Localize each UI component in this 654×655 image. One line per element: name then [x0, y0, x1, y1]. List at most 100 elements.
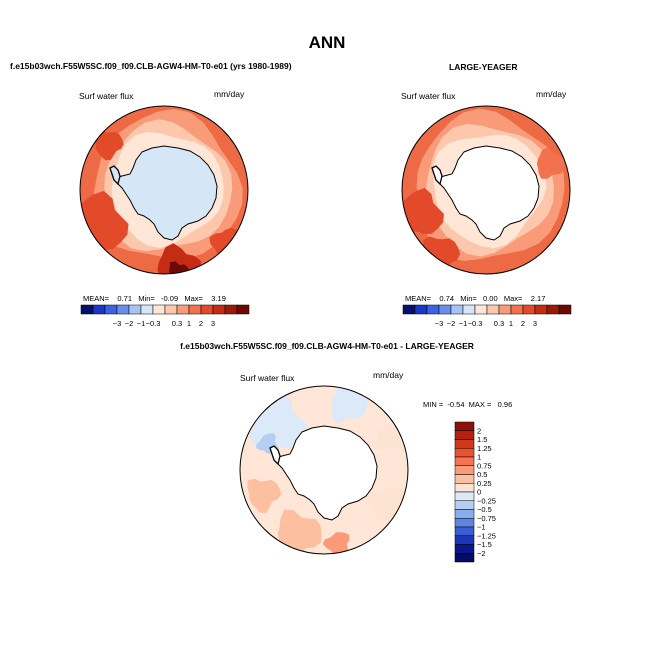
colorbar-tick-label: −0.25	[477, 496, 496, 505]
contour-patch	[423, 236, 461, 274]
colorbar-swatch	[454, 535, 475, 545]
panel2-stats: MEAN= 0.74 Min= 0.00 Max= 2.17	[405, 294, 546, 303]
colorbar-swatch	[522, 304, 536, 315]
colorbar-swatch	[454, 526, 475, 536]
colorbar-tick-label: −2	[477, 549, 486, 558]
contour-patch	[331, 386, 369, 424]
contour-patch	[374, 424, 402, 450]
colorbar-tick-label: 0.75	[477, 461, 492, 470]
panel3-title: f.e15b03wch.F55W5SC.f09_f09.CLB-AGW4-HM-…	[180, 341, 474, 351]
colorbar-swatch	[212, 304, 226, 315]
colorbar-tick-label: 2	[477, 426, 481, 435]
panel3-units: mm/day	[373, 370, 404, 380]
panel2-colorbar: −3 −2 −1 −0.3 0.3 1 2 3	[402, 304, 572, 328]
colorbar-swatch	[454, 430, 475, 440]
colorbar-tick-label: −3	[435, 319, 444, 328]
panel2-min: 0.00	[483, 294, 498, 303]
colorbar-tick-label: −3	[113, 319, 122, 328]
panel2-variable: Surf water flux	[401, 91, 456, 101]
colorbar-swatch	[454, 553, 475, 563]
colorbar-tick-label: 0.25	[477, 479, 492, 488]
colorbar-tick-label: 0.5	[477, 470, 487, 479]
colorbar-tick-label: −1	[459, 319, 468, 328]
colorbar-swatch	[116, 304, 130, 315]
colorbar-swatch	[486, 304, 500, 315]
panel1-mean: 0.71	[117, 294, 133, 303]
colorbar-tick-label: −0.3	[468, 319, 483, 328]
peninsula-land	[109, 165, 121, 186]
colorbar-swatch	[164, 304, 178, 315]
panel3-stats: MIN = -0.54 MAX = 0.96	[423, 400, 513, 409]
colorbar-tick-label: −0.75	[477, 514, 496, 523]
contour-patch	[536, 147, 565, 179]
colorbar-tick-label: −1	[137, 319, 146, 328]
colorbar-swatch	[454, 483, 475, 493]
colorbar-tick-label: 3	[533, 319, 537, 328]
map-border	[79, 105, 249, 275]
colorbar-swatch	[236, 304, 250, 315]
colorbar-tick-label: 3	[211, 319, 215, 328]
panel1-title: f.e15b03wch.F55W5SC.f09_f09.CLB-AGW4-HM-…	[10, 61, 292, 71]
contour-patch	[94, 130, 124, 161]
panel3-max: 0.96	[497, 400, 513, 409]
colorbar-tick-label: −1.25	[477, 531, 496, 540]
colorbar-tick-label: 1.5	[477, 435, 487, 444]
panel1-units: mm/day	[214, 89, 245, 99]
colorbar-swatch	[454, 439, 475, 449]
colorbar-swatch	[224, 304, 238, 315]
panel3-min: -0.54	[447, 400, 465, 409]
colorbar-swatch	[80, 304, 94, 315]
colorbar-swatch	[454, 500, 475, 510]
colorbar-swatch	[140, 304, 154, 315]
colorbar-tick-label: 2	[199, 319, 203, 328]
colorbar-tick-label: 0.3	[172, 319, 182, 328]
colorbar-tick-label: −0.5	[477, 505, 492, 514]
colorbar-swatch	[176, 304, 190, 315]
page-title: ANN	[308, 33, 346, 52]
colorbar-tick-label: 0.3	[494, 319, 504, 328]
colorbar-swatch	[454, 456, 475, 466]
colorbar-swatch	[92, 304, 106, 315]
colorbar-swatch	[546, 304, 560, 315]
panel1-min: -0.09	[161, 294, 179, 303]
colorbar-swatch	[402, 304, 416, 315]
colorbar-tick-label: 1.25	[477, 444, 492, 453]
colorbar-swatch	[438, 304, 452, 315]
panel2-units: mm/day	[536, 89, 567, 99]
colorbar-swatch	[454, 465, 475, 475]
contour-patch	[322, 532, 350, 554]
colorbar-tick-label: 2	[521, 319, 525, 328]
panel2-mean: 0.74	[439, 294, 455, 303]
map-border	[401, 105, 571, 275]
colorbar-swatch	[534, 304, 548, 315]
colorbar-tick-label: −2	[447, 319, 456, 328]
colorbar-swatch	[498, 304, 512, 315]
colorbar-swatch	[454, 421, 475, 431]
panel1-max: 3.19	[211, 294, 226, 303]
colorbar-tick-label: −2	[125, 319, 134, 328]
colorbar-swatch	[454, 544, 475, 554]
colorbar-swatch	[152, 304, 166, 315]
colorbar-tick-label: −1	[477, 523, 486, 532]
colorbar-swatch	[200, 304, 214, 315]
panel1-colorbar: −3 −2 −1 −0.3 0.3 1 2 3	[80, 304, 250, 328]
contour-patch	[247, 478, 282, 513]
peninsula-land	[431, 165, 443, 186]
colorbar-tick-label: −0.3	[146, 319, 161, 328]
colorbar-tick-label: −1.5	[477, 540, 492, 549]
map-border	[239, 385, 409, 555]
colorbar-tick-label: 1	[187, 319, 191, 328]
colorbar-swatch	[462, 304, 476, 315]
panel1-variable: Surf water flux	[79, 91, 134, 101]
panel3-colorbar: 21.51.2510.750.50.250−0.25−0.5−0.75−1−1.…	[454, 421, 496, 563]
colorbar-swatch	[474, 304, 488, 315]
colorbar-swatch	[414, 304, 428, 315]
colorbar-swatch	[104, 304, 118, 315]
colorbar-tick-label: 0	[477, 488, 481, 497]
peninsula-land	[269, 445, 281, 466]
colorbar-swatch	[450, 304, 464, 315]
colorbar-swatch	[510, 304, 524, 315]
panel2-title: LARGE-YEAGER	[449, 62, 518, 72]
panel2-map	[401, 105, 571, 275]
panel2-max: 2.17	[530, 294, 546, 303]
